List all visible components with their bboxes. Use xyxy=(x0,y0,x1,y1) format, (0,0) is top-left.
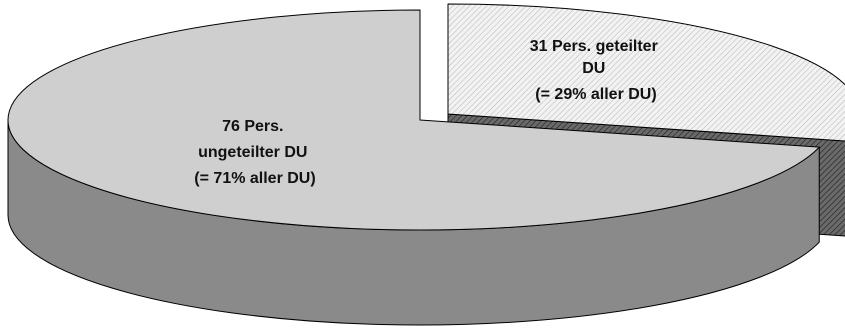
pie-slice-unshared-top xyxy=(7,9,820,231)
pie-slice-unshared-label-line-2: ungeteilter DU xyxy=(198,144,307,161)
pie-slice-shared-label-line-2: DU xyxy=(582,60,605,77)
pie-slice-shared-label-line-3: (= 29% aller DU) xyxy=(535,86,656,103)
pie-slice-unshared: 76 Pers. ungeteilter DU (= 71% aller DU) xyxy=(7,9,820,326)
pie-slice-unshared-label: 76 Pers. ungeteilter DU (= 71% aller DU) xyxy=(194,118,315,187)
pie-slice-shared-label: 31 Pers. geteilter DU (= 29% aller DU) xyxy=(530,38,663,103)
pie-slice-shared-top xyxy=(447,3,845,142)
pie-slice-unshared-label-line-3: (= 71% aller DU) xyxy=(194,170,315,187)
pie-slice-unshared-label-line-1: 76 Pers. xyxy=(222,118,283,135)
pie-slice-shared-label-line-1: 31 Pers. geteilter xyxy=(530,38,658,55)
